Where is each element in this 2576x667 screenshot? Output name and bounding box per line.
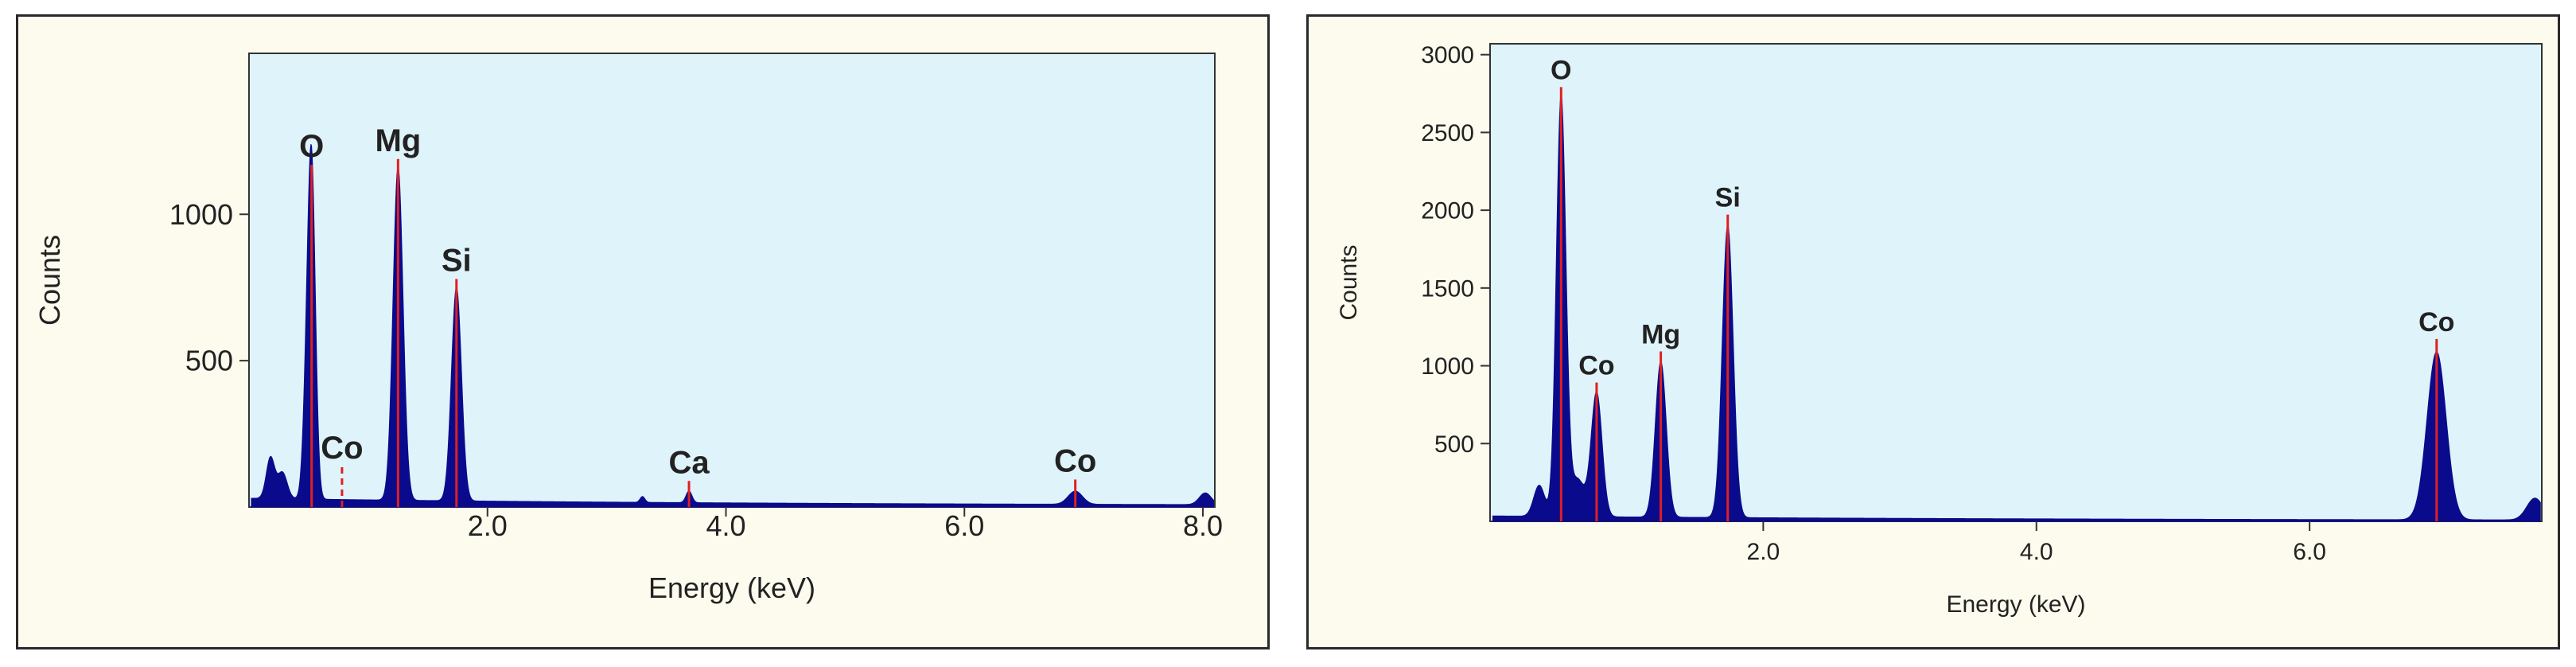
- y-tick-label: 1500: [1421, 275, 1474, 302]
- x-axis-label: Energy (keV): [1946, 591, 2085, 618]
- plot-area: [248, 53, 1216, 508]
- x-tick-label: 6.0: [944, 509, 984, 542]
- x-tick-label: 4.0: [706, 509, 745, 542]
- y-tick-label: 1000: [169, 198, 233, 231]
- peak-label: Co: [321, 431, 363, 466]
- peak-label: Si: [442, 244, 472, 279]
- peak-label: Ca: [668, 445, 710, 480]
- peak-label: Mg: [1641, 320, 1680, 350]
- y-tick-label: 3000: [1421, 42, 1474, 68]
- y-axis-label: Counts: [1336, 244, 1362, 320]
- y-tick-label: 2000: [1421, 198, 1474, 224]
- y-axis-label: Counts: [33, 235, 66, 326]
- x-tick-label: 2.0: [468, 509, 508, 542]
- y-tick-label: 500: [1434, 431, 1474, 458]
- y-tick-label: 1000: [1421, 353, 1474, 380]
- peak-label: Co: [1578, 351, 1614, 381]
- peak-label: Si: [1715, 183, 1741, 213]
- x-tick-label: 4.0: [2020, 539, 2053, 565]
- peak-label: Co: [1054, 443, 1096, 478]
- spectrum-series: [251, 143, 1214, 508]
- peak-label: Co: [2418, 307, 2454, 337]
- plot-area: [1489, 43, 2543, 522]
- peak-label: O: [299, 129, 324, 164]
- x-axis-label: Energy (keV): [648, 571, 815, 604]
- x-tick-label: 6.0: [2293, 539, 2326, 565]
- spectrum-panel-right: O Co Mg Si Co 2.0 4.0 6.0 500 1000 1500 2000 2500 300…: [1306, 14, 2560, 649]
- eds-spectrum-chart-left: O Co Mg Si Ca Co 2.0 4.0 6.0 8.0 500 1000 Energy (ke…: [33, 53, 1223, 604]
- peak-label: O: [1551, 55, 1571, 85]
- peak-label: Mg: [375, 123, 421, 158]
- x-tick-label: 2.0: [1747, 539, 1780, 565]
- spectrum-panel-left: O Co Mg Si Ca Co 2.0 4.0 6.0 8.0 500 1000 Energy (ke…: [16, 14, 1270, 649]
- eds-spectrum-chart-right: O Co Mg Si Co 2.0 4.0 6.0 500 1000 1500 2000 2500 300…: [1336, 42, 2543, 618]
- y-tick-label: 500: [185, 345, 233, 377]
- y-tick-label: 2500: [1421, 120, 1474, 146]
- x-tick-label: 8.0: [1183, 509, 1223, 542]
